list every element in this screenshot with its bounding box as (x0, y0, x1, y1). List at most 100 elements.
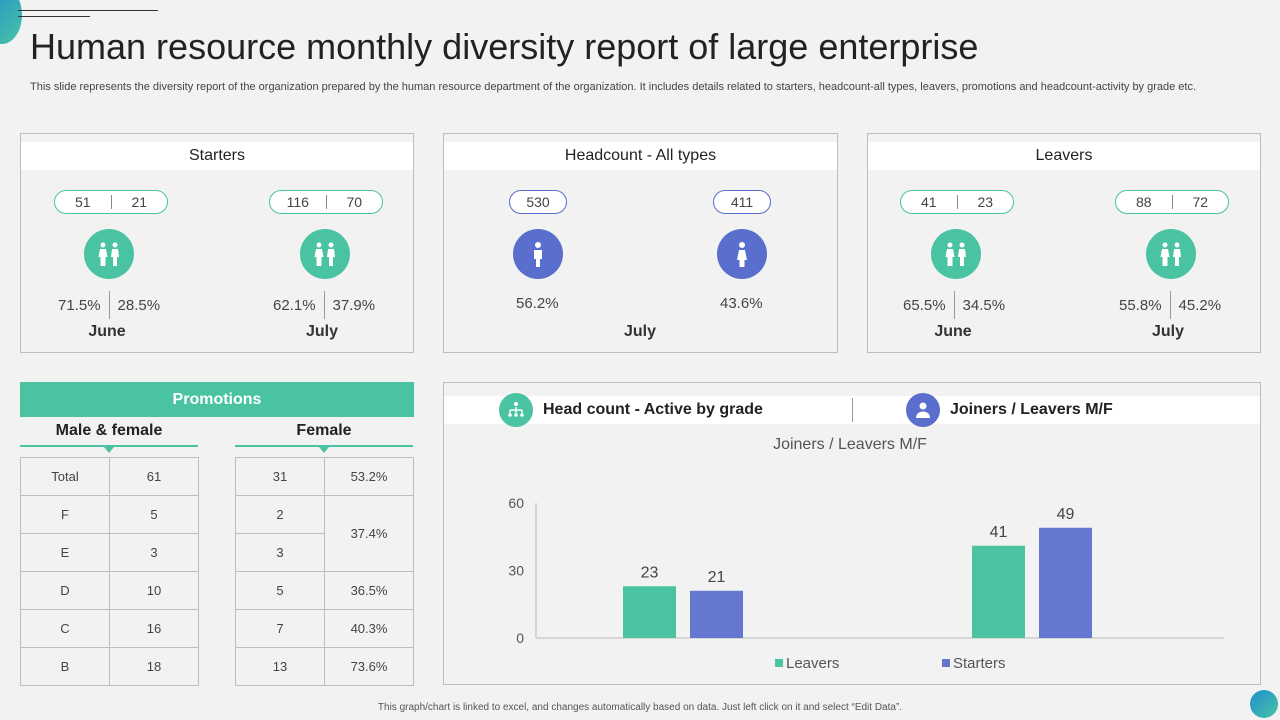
headcount-heading: Headcount - All types (444, 142, 837, 170)
table-row: Total 61 (20, 457, 199, 496)
page-title: Human resource monthly diversity report … (30, 26, 979, 67)
female-count: 411 (730, 194, 754, 210)
count-cell: 13 (235, 647, 325, 686)
corner-decoration (0, 0, 22, 44)
headcount-card: Headcount - All types 530 411 56.2% 43.6… (443, 133, 838, 353)
decor-line (18, 10, 158, 11)
y-tick-label: 30 (508, 563, 524, 579)
male-pct: 71.5% (58, 296, 101, 314)
grade-cell: D (20, 571, 110, 610)
leavers-july-pill: 88 72 (1115, 190, 1229, 214)
bar-starters (690, 590, 743, 638)
male-female-label: Male & female (55, 422, 163, 439)
pct-cell: 53.2% (324, 457, 414, 496)
decor-line (18, 16, 90, 17)
male-female-subheading: Male & female (20, 422, 198, 453)
female-pct: 28.5% (117, 296, 161, 314)
leavers-june-pill: 41 23 (900, 190, 1014, 214)
y-tick-label: 0 (516, 630, 524, 646)
male-pct-value: 56.2% (516, 295, 559, 312)
female-pct: 43.6% (720, 295, 763, 312)
male-count: 530 (526, 194, 550, 210)
bar-value-label: 23 (641, 564, 659, 581)
pointer-triangle (104, 447, 114, 453)
bar-value-label: 41 (990, 524, 1008, 541)
male-count: 51 (74, 194, 91, 210)
value-cell: 18 (109, 647, 199, 686)
female-table: 31 53.2% 2 37.4% 3 5 36.5% 7 40.3% 13 73.6% (235, 457, 414, 686)
female-icon (717, 229, 767, 279)
pct-cell: 36.5% (324, 571, 414, 610)
male-pct: 56.2% (516, 295, 559, 312)
table-row: 31 53.2% (235, 457, 414, 496)
count-cell: 5 (235, 571, 325, 610)
female-pct: 37.9% (332, 296, 376, 314)
user-icon (906, 393, 940, 427)
legend-swatch (942, 659, 950, 667)
male-count: 116 (286, 194, 309, 210)
table-row: D 10 (20, 571, 199, 610)
leavers-july-pct: 55.8% 45.2% (1119, 291, 1221, 319)
divider (852, 398, 853, 422)
leavers-heading: Leavers (868, 142, 1260, 170)
male-pct: 55.8% (1119, 296, 1162, 314)
table-row: 7 40.3% (235, 609, 414, 648)
page-subtitle: This slide represents the diversity repo… (30, 81, 1197, 93)
month-label: July (1151, 323, 1184, 340)
starters-july-pct: 62.1% 37.9% (273, 291, 375, 319)
value-cell: 3 (109, 533, 199, 572)
grade-cell: C (20, 609, 110, 648)
female-count: 72 (1192, 194, 1209, 210)
headcount-grade-header: Head count - Active by grade (499, 393, 763, 427)
month-label: July (305, 323, 338, 340)
bar-starters (1039, 527, 1092, 638)
corner-decoration (1250, 690, 1278, 718)
divider (235, 445, 413, 447)
count-cell: 3 (235, 533, 325, 572)
table-row: 5 36.5% (235, 571, 414, 610)
count-cell: 2 (235, 495, 325, 534)
starters-heading: Starters (21, 142, 413, 170)
male-female-icon (931, 229, 981, 279)
legend-label: Starters (953, 655, 1006, 672)
y-tick-label: 60 (508, 495, 524, 511)
count-cell: 7 (235, 609, 325, 648)
org-chart-icon (499, 393, 533, 427)
male-pct: 62.1% (273, 296, 316, 314)
pct-cell: 40.3% (324, 609, 414, 648)
pct-cell: 73.6% (324, 647, 414, 686)
table-row: C 16 (20, 609, 199, 648)
headcount-grade-label: Head count - Active by grade (543, 401, 763, 418)
chart-card (443, 382, 1261, 685)
starters-june-pill: 51 21 (54, 190, 168, 214)
female-count: 23 (977, 194, 994, 210)
bar-value-label: 21 (708, 569, 726, 586)
male-count: 41 (920, 194, 937, 210)
male-pct: 65.5% (903, 296, 946, 314)
female-label: Female (296, 422, 352, 439)
male-female-icon (84, 229, 134, 279)
legend-label: Leavers (786, 655, 839, 672)
grade-cell: E (20, 533, 110, 572)
leavers-june-pct: 65.5% 34.5% (903, 291, 1005, 319)
grade-cell: F (20, 495, 110, 534)
joiners-leavers-chart: Joiners / Leavers M/F 0 30 60 23 21 41 49 Lea… (508, 436, 1224, 672)
male-female-icon (1146, 229, 1196, 279)
table-row: 13 73.6% (235, 647, 414, 686)
month-label: June (88, 323, 126, 340)
legend-swatch (775, 659, 783, 667)
joiners-leavers-header: Joiners / Leavers M/F (906, 393, 1113, 427)
headcount-female-pill: 411 (713, 190, 771, 214)
count-cell: 31 (235, 457, 325, 496)
grade-cell: Total (20, 457, 110, 496)
pointer-triangle (319, 447, 329, 453)
grade-cell: B (20, 647, 110, 686)
value-cell: 61 (109, 457, 199, 496)
bar-leavers (972, 545, 1025, 638)
month-label: June (934, 323, 972, 340)
female-count: 21 (131, 194, 148, 210)
pct-cell: 37.4% (324, 495, 414, 572)
starters-july-pill: 116 70 (269, 190, 383, 214)
headcount-male-pill: 530 (509, 190, 567, 214)
